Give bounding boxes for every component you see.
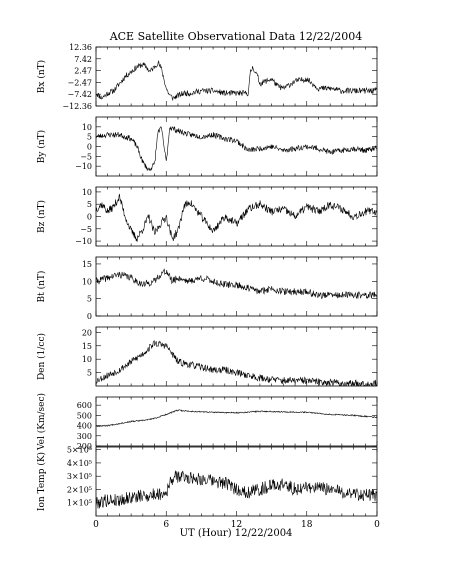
panel-bx: −12.36 −7.42 −2.47 2.47 7.42 12.36 Bx (nT) [36,43,378,111]
series-temperature [95,470,378,509]
y-tick-label: 5 [87,369,92,378]
y-tick-label: 200 [77,442,92,451]
y-tick-label: 1×10⁵ [67,499,92,508]
panel-bz: −10 −5 0 5 10 Bz (nT) [36,186,378,247]
y-tick-label: 5×10⁵ [67,446,92,455]
y-tick-label: −10 [75,237,92,246]
y-tick-label: 4×10⁵ [67,459,92,468]
x-axis: 0 6 12 18 0 [93,520,380,530]
series-velocity [95,409,378,427]
y-tick-label: 500 [77,411,92,420]
y-axis-label: By (nT) [36,130,47,163]
x-tick-label: 0 [93,520,99,530]
series-density [95,340,378,387]
y-tick-label: −10 [75,162,92,171]
y-tick-label: 0 [87,312,92,321]
y-axis-label: Bz (nT) [36,200,47,233]
x-tick-label: 12 [231,520,242,530]
x-tick-label: 0 [374,520,380,530]
y-tick-label: 5 [87,133,92,142]
y-tick-label: 7.42 [74,55,92,64]
y-tick-label: 10 [82,277,92,286]
panel-bt: 0 5 10 15 Bt (nT) [36,256,378,321]
y-tick-label: −5 [80,225,92,234]
y-tick-label: 400 [77,422,92,431]
y-tick-label: 0 [87,213,92,222]
panel-frame [95,446,378,517]
x-tick-label: 6 [163,520,169,530]
y-tick-label: 10 [82,355,92,364]
y-axis-label: Vel (Km/sec) [36,393,47,451]
y-tick-label: 0 [87,143,92,152]
series-bx [95,60,378,102]
x-tick-label: 18 [301,520,313,530]
y-tick-label: −12.36 [62,102,92,111]
panel-density: 5 10 15 20 Den (1/cc) [36,326,378,387]
y-tick-label: 300 [77,432,92,441]
y-tick-label: 5 [87,200,92,209]
y-tick-label: −5 [80,152,92,161]
y-axis-label: Bt (nT) [36,271,47,303]
y-axis-label: Den (1/cc) [36,333,47,380]
x-axis-label: UT (Hour) 12/22/2004 [180,528,293,539]
series-bt [95,268,378,300]
panel-frame [95,326,378,387]
y-tick-label: 3×10⁵ [67,472,92,481]
y-tick-label: 10 [82,123,92,132]
y-axis-label: Bx (nT) [36,60,47,93]
y-tick-label: 15 [82,342,92,351]
y-tick-label: 15 [82,260,92,269]
y-tick-label: 5 [87,295,92,304]
y-tick-label: 12.36 [69,43,92,52]
y-axis-label: Ion Temp (K) [36,452,47,511]
panel-frame [95,46,378,107]
series-bz [95,193,378,242]
y-tick-label: −2.47 [67,78,92,87]
y-tick-label: 20 [82,328,92,337]
panel-frame [95,256,378,317]
series-by [95,126,378,172]
chart-title: ACE Satellite Observational Data 12/22/2… [109,30,363,43]
y-tick-label: 2×10⁵ [67,485,92,494]
y-tick-label: 2.47 [74,67,92,76]
panel-temperature: 1×10⁵ 2×10⁵ 3×10⁵ 4×10⁵ 5×10⁵ Ion Temp (K) [36,446,378,517]
y-tick-label: 10 [82,188,92,197]
y-tick-label: 600 [77,401,92,410]
y-tick-label: −7.42 [67,90,92,99]
